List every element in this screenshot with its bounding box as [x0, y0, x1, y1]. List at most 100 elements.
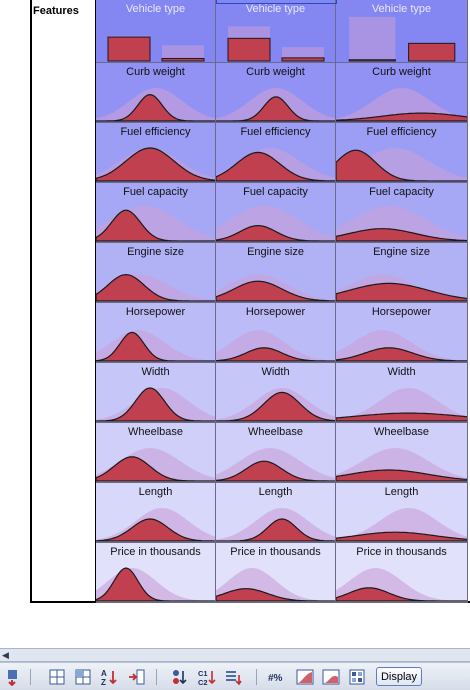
area-chart-alt-icon[interactable]: [322, 668, 340, 686]
distribution-foreground: [96, 567, 215, 602]
distribution-chart: [216, 205, 335, 242]
horizontal-scrollbar[interactable]: ◀: [0, 648, 470, 662]
distribution-chart: [216, 88, 335, 122]
feature-title: Vehicle type: [371, 3, 432, 15]
feature-cell[interactable]: Horsepower: [216, 303, 336, 363]
bar-foreground: [408, 42, 456, 62]
feature-title: Width: [261, 366, 290, 378]
feature-cell[interactable]: Price in thousands: [336, 543, 468, 603]
feature-title: Curb weight: [246, 66, 305, 78]
distribution-chart: [216, 448, 335, 482]
distribution-chart: [336, 205, 467, 242]
svg-text:C2: C2: [198, 678, 208, 686]
feature-cell[interactable]: Fuel efficiency: [96, 123, 216, 183]
distribution-chart: [216, 330, 335, 362]
display-button[interactable]: Display: [376, 667, 422, 686]
distribution-chart: [96, 88, 215, 122]
selected-column-marker: [216, 0, 337, 4]
feature-title: Length: [138, 486, 173, 498]
feature-cell[interactable]: Vehicle type: [96, 0, 216, 63]
feature-cell[interactable]: Engine size: [336, 243, 468, 303]
feature-cell[interactable]: Width: [336, 363, 468, 423]
feature-comparison-grid: Features Vehicle type Vehicle type Vehicle…: [30, 0, 470, 603]
feature-cell[interactable]: Price in thousands: [216, 543, 336, 603]
move-icon[interactable]: [6, 668, 24, 686]
distribution-foreground: [96, 209, 215, 242]
feature-cell[interactable]: Engine size: [216, 243, 336, 303]
distribution-chart: [336, 568, 467, 602]
distribution-foreground: [96, 273, 215, 302]
distribution-foreground: [96, 518, 215, 542]
feature-cell[interactable]: Width: [216, 363, 336, 423]
distribution-chart: [96, 205, 215, 242]
grid-icon[interactable]: [48, 668, 66, 686]
distribution-foreground: [96, 387, 215, 422]
feature-cell[interactable]: Length: [96, 483, 216, 543]
feature-title: Fuel capacity: [243, 186, 308, 198]
feature-cell[interactable]: Vehicle type: [336, 0, 468, 63]
distribution-chart: [336, 330, 467, 362]
feature-title: Horsepower: [371, 306, 432, 318]
feature-cell[interactable]: Fuel efficiency: [336, 123, 468, 183]
distribution-foreground: [216, 151, 335, 182]
distribution-chart: [336, 88, 467, 122]
layout-icon[interactable]: [348, 668, 366, 686]
bar-foreground: [227, 37, 271, 62]
bar-background: [162, 45, 204, 61]
insert-column-icon[interactable]: [128, 668, 146, 686]
feature-cell[interactable]: Price in thousands: [96, 543, 216, 603]
feature-cell[interactable]: Fuel efficiency: [216, 123, 336, 183]
sort-az-icon[interactable]: AZ: [100, 668, 118, 686]
percent-icon[interactable]: #%: [268, 668, 286, 686]
distribution-foreground: [336, 228, 467, 242]
feature-cell[interactable]: Curb weight: [336, 63, 468, 123]
distribution-foreground: [96, 456, 215, 482]
distribution-foreground: [216, 518, 335, 542]
feature-cell[interactable]: Fuel capacity: [336, 183, 468, 243]
feature-title: Wheelbase: [127, 426, 184, 438]
bar-foreground: [281, 57, 325, 62]
list-sort-icon[interactable]: [224, 668, 242, 686]
area-chart-icon[interactable]: [296, 668, 314, 686]
feature-title: Width: [387, 366, 416, 378]
distribution-chart: [216, 388, 335, 422]
distribution-chart: [96, 508, 215, 542]
bar-foreground: [348, 59, 396, 62]
feature-title: Price in thousands: [110, 546, 201, 558]
distribution-chart: [96, 448, 215, 482]
distribution-foreground: [216, 588, 335, 602]
feature-cell[interactable]: Horsepower: [96, 303, 216, 363]
distribution-chart: [216, 568, 335, 602]
distribution-foreground: [336, 412, 467, 422]
distribution-chart: [96, 273, 215, 302]
feature-cell[interactable]: Engine size: [96, 243, 216, 303]
distribution-foreground: [216, 224, 335, 242]
feature-cell[interactable]: Length: [336, 483, 468, 543]
scroll-left-icon[interactable]: ◀: [2, 650, 9, 660]
distribution-chart: [96, 330, 215, 362]
feature-cell[interactable]: Vehicle type: [216, 0, 336, 63]
feature-cell[interactable]: Horsepower: [336, 303, 468, 363]
feature-cell[interactable]: Width: [96, 363, 216, 423]
grid-alt-icon[interactable]: [74, 668, 92, 686]
distribution-foreground: [216, 347, 335, 362]
feature-title: Width: [141, 366, 170, 378]
distribution-foreground: [336, 531, 467, 542]
feature-cell[interactable]: Fuel capacity: [96, 183, 216, 243]
feature-cell[interactable]: Wheelbase: [336, 423, 468, 483]
distribution-foreground: [96, 93, 215, 122]
feature-cell[interactable]: Fuel capacity: [216, 183, 336, 243]
distribution-foreground: [216, 391, 335, 422]
sort-down-icon[interactable]: [170, 668, 188, 686]
distribution-foreground: [96, 331, 215, 362]
feature-cell[interactable]: Curb weight: [96, 63, 216, 123]
feature-cell[interactable]: Wheelbase: [96, 423, 216, 483]
feature-cell[interactable]: Wheelbase: [216, 423, 336, 483]
distribution-chart: [336, 388, 467, 422]
distribution-chart: [336, 448, 467, 482]
distribution-foreground: [216, 460, 335, 482]
distribution-foreground: [216, 280, 335, 302]
feature-cell[interactable]: Length: [216, 483, 336, 543]
feature-cell[interactable]: Curb weight: [216, 63, 336, 123]
